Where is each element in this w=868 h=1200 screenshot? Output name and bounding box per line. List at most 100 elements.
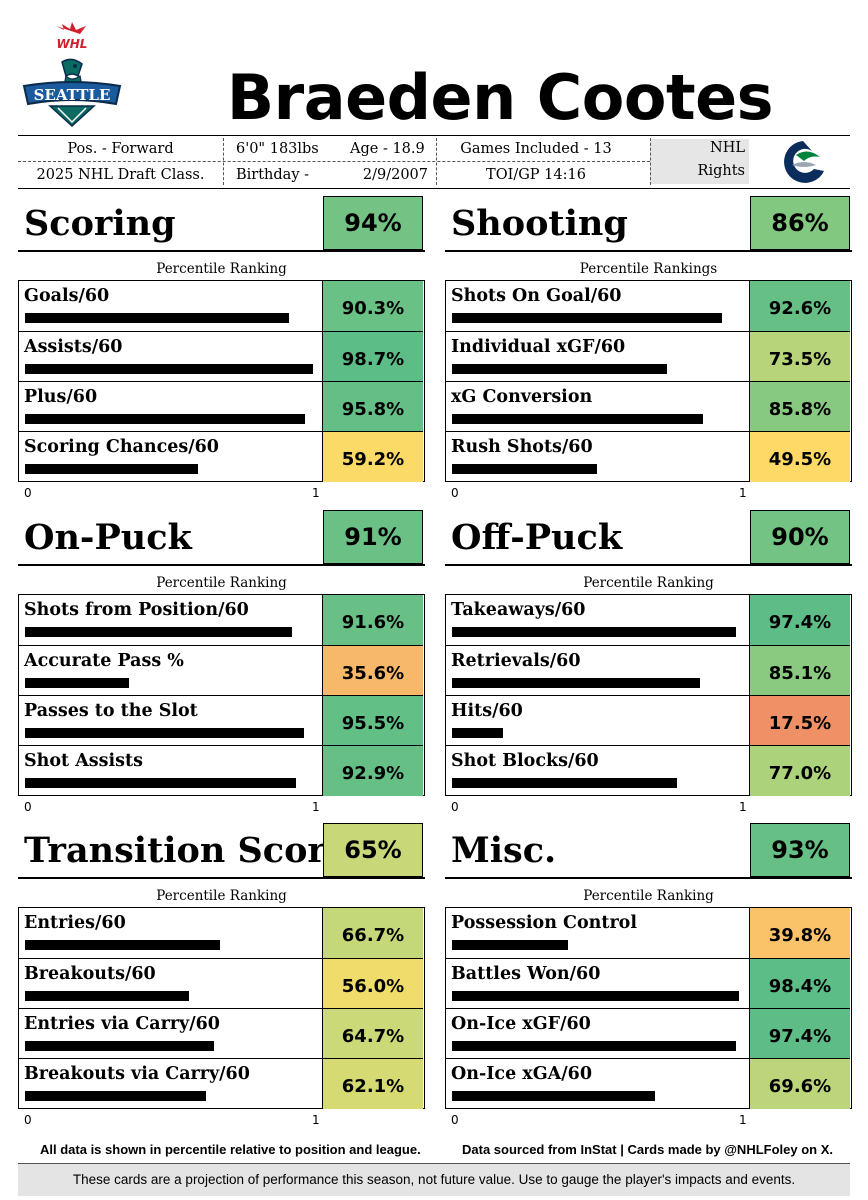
metric-value: 49.5%	[749, 432, 850, 482]
metric-label: Battles Won/60	[451, 964, 601, 984]
metric-value: 59.2%	[322, 432, 423, 482]
metric-label: xG Conversion	[451, 387, 593, 407]
metric-bar	[452, 991, 739, 1001]
metric-bar	[25, 728, 304, 738]
metric-row: Shots from Position/60 91.6%	[19, 595, 423, 645]
axis-tick-label: 0	[451, 486, 459, 500]
metric-value: 35.6%	[322, 646, 423, 696]
section-underline	[445, 250, 852, 252]
metric-label: Passes to the Slot	[24, 701, 198, 721]
metric-value: 73.5%	[749, 332, 850, 382]
metric-label: Retrievals/60	[451, 651, 581, 671]
metric-value: 66.7%	[322, 908, 423, 958]
metric-row: Entries/60 66.7%	[19, 908, 423, 958]
section-3: Off-Puck 90% Percentile Ranking Takeaways/6…	[445, 510, 852, 820]
metric-label: Takeaways/60	[451, 600, 586, 620]
metric-row: Passes to the Slot 95.5%	[19, 695, 423, 746]
rights-label-line2: Rights	[697, 163, 745, 179]
metric-row: Shot Blocks/60 77.0%	[446, 745, 850, 796]
metric-bar	[452, 364, 667, 374]
metric-bar	[452, 414, 703, 424]
team-logo-text: SEATTLE	[34, 86, 111, 104]
metric-label: On-Ice xGF/60	[451, 1014, 591, 1034]
axis-tick-label: 0	[24, 800, 32, 814]
section-subtitle: Percentile Ranking	[583, 888, 714, 904]
whl-logo: WHL	[56, 22, 87, 51]
metric-bar	[452, 678, 700, 688]
metric-bar	[452, 464, 597, 474]
metric-bar	[452, 728, 503, 738]
metric-value: 90.3%	[322, 281, 423, 331]
section-1: Shooting 86% Percentile Rankings Shots On G…	[445, 196, 852, 506]
section-score: 93%	[750, 823, 850, 877]
height-weight: 6'0" 183lbs	[236, 141, 319, 157]
axis-tick-label: 1	[312, 800, 320, 814]
section-score: 91%	[323, 510, 423, 564]
metric-value: 39.8%	[749, 908, 850, 958]
age: Age - 18.9	[350, 141, 425, 157]
axis-tick-label: 1	[739, 1113, 747, 1127]
position: Pos. - Forward	[67, 141, 174, 157]
metric-value: 91.6%	[322, 595, 423, 645]
metric-row: Shot Assists 92.9%	[19, 745, 423, 796]
canucks-logo-icon	[784, 141, 824, 183]
metric-value: 98.4%	[749, 959, 850, 1009]
metric-value: 17.5%	[749, 696, 850, 746]
metric-bar	[25, 313, 289, 323]
games-included: Games Included - 13	[460, 141, 612, 157]
metric-label: Assists/60	[24, 337, 123, 357]
metric-row: On-Ice xGA/60 69.6%	[446, 1058, 850, 1109]
section-title: On-Puck	[24, 517, 192, 558]
metric-bar	[25, 678, 129, 688]
metric-bar	[452, 778, 677, 788]
section-subtitle: Percentile Ranking	[156, 575, 287, 591]
metric-value: 85.8%	[749, 382, 850, 432]
metric-label: Entries via Carry/60	[24, 1014, 220, 1034]
section-title: Shooting	[451, 203, 628, 244]
metric-label: Individual xGF/60	[451, 337, 626, 357]
section-underline	[18, 564, 425, 566]
section-subtitle: Percentile Rankings	[579, 261, 718, 277]
metric-bar	[25, 1091, 206, 1101]
section-title: Transition Score	[24, 830, 349, 871]
metric-bar	[452, 627, 736, 637]
metric-value: 85.1%	[749, 646, 850, 696]
metric-value: 97.4%	[749, 595, 850, 645]
section-0: Scoring 94% Percentile Ranking Goals/60 90.3…	[18, 196, 425, 506]
metric-bar	[452, 940, 568, 950]
metric-row: Breakouts via Carry/60 62.1%	[19, 1058, 423, 1109]
metric-label: Shots from Position/60	[24, 600, 249, 620]
axis-tick-label: 1	[739, 800, 747, 814]
metric-row: Assists/60 98.7%	[19, 331, 423, 382]
metric-label: Plus/60	[24, 387, 98, 407]
metric-bar	[25, 1041, 214, 1051]
rights-label-line1: NHL	[710, 140, 745, 156]
section-5: Misc. 93% Percentile Ranking Possession Con…	[445, 823, 852, 1133]
metrics-table: Takeaways/60 97.4% Retrievals/60 85.1% Hits/…	[445, 594, 852, 796]
metric-label: Accurate Pass %	[24, 651, 184, 671]
metric-value: 92.6%	[749, 281, 850, 331]
section-title: Scoring	[24, 203, 176, 244]
footer-left-note: All data is shown in percentile relative…	[40, 1142, 421, 1157]
section-subtitle: Percentile Ranking	[156, 888, 287, 904]
footer-right-note: Data sourced from InStat | Cards made by…	[462, 1142, 833, 1157]
metric-row: On-Ice xGF/60 97.4%	[446, 1008, 850, 1059]
metric-bar	[25, 627, 292, 637]
metric-bar	[25, 364, 313, 374]
metric-row: Plus/60 95.8%	[19, 381, 423, 432]
section-underline	[445, 564, 852, 566]
metric-label: Shot Blocks/60	[451, 751, 599, 771]
metric-bar	[25, 940, 220, 950]
axis-tick-label: 1	[739, 486, 747, 500]
metric-value: 64.7%	[322, 1009, 423, 1059]
metric-row: Breakouts/60 56.0%	[19, 958, 423, 1009]
draft-class: 2025 NHL Draft Class.	[36, 167, 205, 183]
metric-label: Scoring Chances/60	[24, 437, 219, 457]
player-info-bar: Pos. - Forward 2025 NHL Draft Class. 6'0…	[18, 135, 850, 189]
axis-tick-label: 0	[24, 486, 32, 500]
section-underline	[18, 250, 425, 252]
seattle-thunderbirds-logo: SEATTLE	[22, 58, 122, 128]
metric-bar	[452, 1041, 736, 1051]
metric-bar	[25, 464, 198, 474]
section-2: On-Puck 91% Percentile Ranking Shots from P…	[18, 510, 425, 820]
